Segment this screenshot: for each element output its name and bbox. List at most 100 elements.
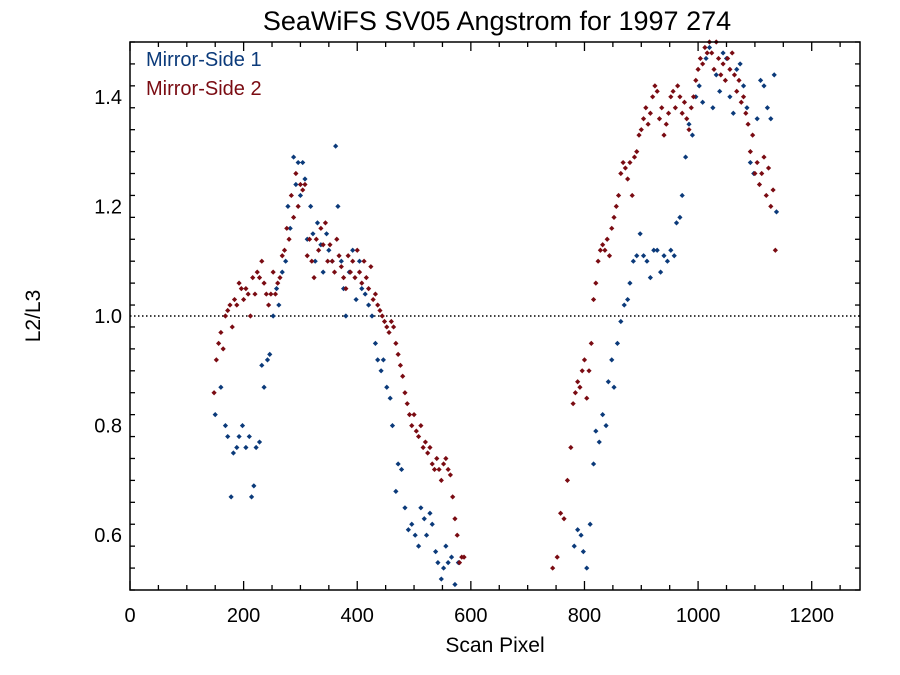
data-point-mirror-side-1 xyxy=(285,203,291,209)
data-point-mirror-side-1 xyxy=(218,384,224,390)
data-point-mirror-side-2 xyxy=(438,477,444,483)
data-point-mirror-side-2 xyxy=(615,192,622,199)
data-point-mirror-side-2 xyxy=(752,170,758,177)
data-point-mirror-side-2 xyxy=(213,357,219,363)
data-point-mirror-side-2 xyxy=(636,132,642,138)
data-point-mirror-side-2 xyxy=(425,450,431,456)
data-point-mirror-side-2 xyxy=(211,390,217,396)
data-point-mirror-side-2 xyxy=(681,99,688,105)
data-point-mirror-side-2 xyxy=(622,165,628,171)
data-point-mirror-side-2 xyxy=(761,154,767,160)
data-point-mirror-side-1 xyxy=(630,258,636,264)
data-point-mirror-side-1 xyxy=(717,88,723,94)
data-point-mirror-side-2 xyxy=(711,66,717,72)
data-point-mirror-side-2 xyxy=(377,307,383,314)
data-point-mirror-side-2 xyxy=(445,466,451,473)
x-tick-label: 1200 xyxy=(789,605,834,627)
data-point-mirror-side-1 xyxy=(771,72,777,78)
data-point-mirror-side-1 xyxy=(637,231,643,237)
data-point-mirror-side-2 xyxy=(436,466,442,473)
data-point-mirror-side-2 xyxy=(409,423,415,429)
data-point-mirror-side-1 xyxy=(375,357,381,363)
data-point-mirror-side-2 xyxy=(618,170,624,177)
data-point-mirror-side-2 xyxy=(590,296,597,303)
data-point-mirror-side-2 xyxy=(702,44,708,51)
data-point-mirror-side-2 xyxy=(725,55,731,62)
data-point-mirror-side-1 xyxy=(575,527,581,533)
data-point-mirror-side-2 xyxy=(722,77,728,83)
data-point-mirror-side-1 xyxy=(239,423,246,429)
y-tick-label: 1.0 xyxy=(94,306,122,328)
data-point-mirror-side-2 xyxy=(677,94,683,100)
data-point-mirror-side-2 xyxy=(570,401,576,407)
data-point-mirror-side-2 xyxy=(327,242,333,248)
data-point-mirror-side-1 xyxy=(773,209,780,215)
data-point-mirror-side-1 xyxy=(253,444,259,451)
data-point-mirror-side-1 xyxy=(353,296,359,303)
data-point-mirror-side-2 xyxy=(647,110,653,116)
data-point-mirror-side-2 xyxy=(454,532,460,538)
x-tick-label: 600 xyxy=(454,605,487,627)
data-point-mirror-side-2 xyxy=(756,181,763,188)
data-point-mirror-side-2 xyxy=(690,94,697,100)
data-point-mirror-side-1 xyxy=(212,412,218,418)
data-point-mirror-side-1 xyxy=(283,258,289,264)
data-point-mirror-side-1 xyxy=(584,565,590,571)
data-point-mirror-side-2 xyxy=(393,340,399,346)
data-point-mirror-side-2 xyxy=(629,192,635,199)
data-point-mirror-side-1 xyxy=(611,384,617,390)
data-point-mirror-side-1 xyxy=(703,55,709,62)
data-point-mirror-side-1 xyxy=(243,444,249,451)
data-point-mirror-side-2 xyxy=(400,373,406,379)
data-point-mirror-side-1 xyxy=(651,247,657,253)
data-point-mirror-side-2 xyxy=(663,121,669,127)
y-tick-label: 0.8 xyxy=(94,416,122,438)
data-point-mirror-side-2 xyxy=(318,225,324,231)
data-point-mirror-side-1 xyxy=(740,83,747,89)
data-point-mirror-side-1 xyxy=(682,154,689,160)
data-point-mirror-side-1 xyxy=(596,439,602,445)
data-point-mirror-side-2 xyxy=(734,88,740,94)
data-point-mirror-side-1 xyxy=(421,516,427,522)
data-point-mirror-side-1 xyxy=(234,444,240,451)
data-point-mirror-side-1 xyxy=(429,521,435,527)
data-point-mirror-side-2 xyxy=(388,318,394,325)
x-tick-label: 200 xyxy=(227,605,260,627)
data-point-mirror-side-1 xyxy=(293,181,299,188)
data-point-mirror-side-2 xyxy=(395,351,401,357)
data-point-mirror-side-2 xyxy=(440,461,447,467)
data-point-mirror-side-2 xyxy=(736,77,742,83)
data-point-mirror-side-1 xyxy=(720,50,726,56)
data-point-mirror-side-2 xyxy=(238,286,244,292)
data-point-mirror-side-2 xyxy=(611,214,617,220)
x-tick-label: 800 xyxy=(568,605,601,627)
data-point-mirror-side-2 xyxy=(309,258,315,264)
data-point-mirror-side-2 xyxy=(554,554,560,560)
data-point-mirror-side-2 xyxy=(402,390,408,396)
data-point-mirror-side-2 xyxy=(600,242,606,248)
data-point-mirror-side-1 xyxy=(320,269,326,275)
data-point-mirror-side-2 xyxy=(606,253,613,259)
data-point-mirror-side-2 xyxy=(415,433,422,440)
data-point-mirror-side-2 xyxy=(220,346,226,352)
data-point-mirror-side-2 xyxy=(363,275,369,281)
data-point-mirror-side-2 xyxy=(286,236,292,242)
data-point-mirror-side-1 xyxy=(448,554,455,560)
data-point-mirror-side-2 xyxy=(640,116,647,122)
data-point-mirror-side-2 xyxy=(259,258,265,264)
data-point-mirror-side-1 xyxy=(310,231,316,237)
data-point-mirror-side-2 xyxy=(763,192,769,199)
data-point-mirror-side-2 xyxy=(245,291,251,297)
data-point-mirror-side-2 xyxy=(334,236,340,242)
data-point-mirror-side-2 xyxy=(620,159,626,166)
data-point-mirror-side-1 xyxy=(412,532,418,538)
data-point-mirror-side-2 xyxy=(422,439,429,445)
data-point-mirror-side-2 xyxy=(700,61,706,67)
data-point-mirror-side-2 xyxy=(272,291,279,297)
data-point-mirror-side-2 xyxy=(234,302,240,308)
data-point-mirror-side-2 xyxy=(320,242,326,248)
data-point-mirror-side-1 xyxy=(664,258,671,264)
data-point-mirror-side-1 xyxy=(621,302,627,308)
data-point-mirror-side-1 xyxy=(578,532,584,538)
data-point-mirror-side-2 xyxy=(247,313,254,319)
